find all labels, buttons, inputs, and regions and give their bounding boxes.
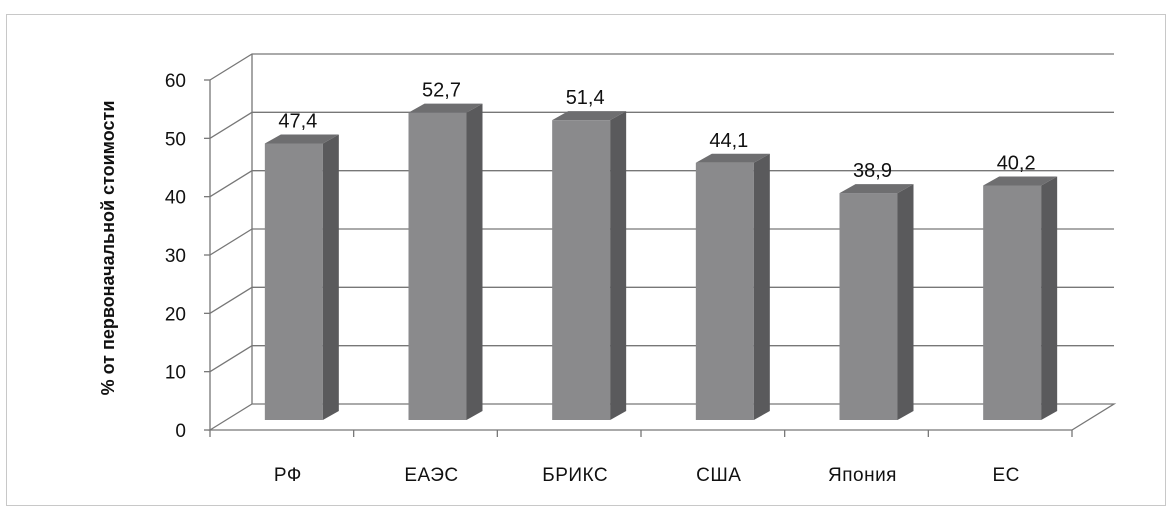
- y-tick-label: 40: [165, 188, 186, 209]
- data-label: 40,2: [997, 153, 1036, 175]
- bar-front: [839, 193, 898, 420]
- y-tick-label: 50: [165, 129, 186, 150]
- data-label: 52,7: [422, 80, 461, 102]
- bar-top: [552, 111, 627, 121]
- gridline: [209, 111, 1114, 139]
- chart-frame: [6, 14, 1166, 506]
- grid-layer: [209, 53, 1114, 373]
- gridline: [209, 228, 1114, 256]
- bar-side: [897, 184, 914, 420]
- bar-side: [322, 134, 339, 420]
- x-tick-label: ЕС: [992, 465, 1019, 486]
- x-tick-label: ЕАЭС: [404, 465, 458, 486]
- bars-layer: [264, 103, 1058, 421]
- bar-top: [695, 153, 770, 163]
- data-label: 47,4: [278, 111, 317, 133]
- y-tick-label: 30: [165, 246, 186, 267]
- bar-front: [983, 185, 1042, 420]
- bar-top: [408, 103, 483, 113]
- y-tick-label: 20: [165, 304, 186, 325]
- gridline: [209, 170, 1114, 198]
- x-tick-label: Япония: [828, 465, 897, 486]
- y-tick-label: 60: [165, 71, 186, 92]
- data-label: 44,1: [709, 130, 748, 152]
- gridline: [209, 53, 1114, 81]
- bar-side: [1041, 176, 1058, 420]
- bar-top: [983, 176, 1058, 186]
- data-label: 38,9: [853, 160, 892, 182]
- y-axis-title: % от первоначальной стоимости: [98, 101, 118, 396]
- data-label: 51,4: [566, 87, 605, 109]
- bar-front: [264, 143, 323, 420]
- bar-side: [466, 103, 483, 420]
- bar-side: [610, 111, 627, 421]
- x-tick-label: РФ: [274, 465, 302, 486]
- bar-front: [695, 162, 754, 420]
- x-tick-label: БРИКС: [542, 465, 608, 486]
- axis-layer: [204, 54, 1117, 437]
- chart-floor: [207, 403, 1117, 431]
- y-tick-label: 0: [175, 421, 186, 442]
- labels-layer: 0 10 20 30 40 50 60 47,4 РФ 52,7 ЕАЭС 51,4 БРИКС 44,1…: [165, 71, 1036, 486]
- gridline: [209, 286, 1114, 314]
- bar-front: [408, 112, 467, 420]
- y-tick-label: 10: [165, 363, 186, 384]
- bar-top: [839, 184, 914, 194]
- gridline: [209, 345, 1114, 373]
- x-tick-label: США: [696, 465, 741, 486]
- bar-top: [264, 134, 339, 144]
- bar-side: [753, 153, 770, 420]
- bar-front: [552, 120, 611, 421]
